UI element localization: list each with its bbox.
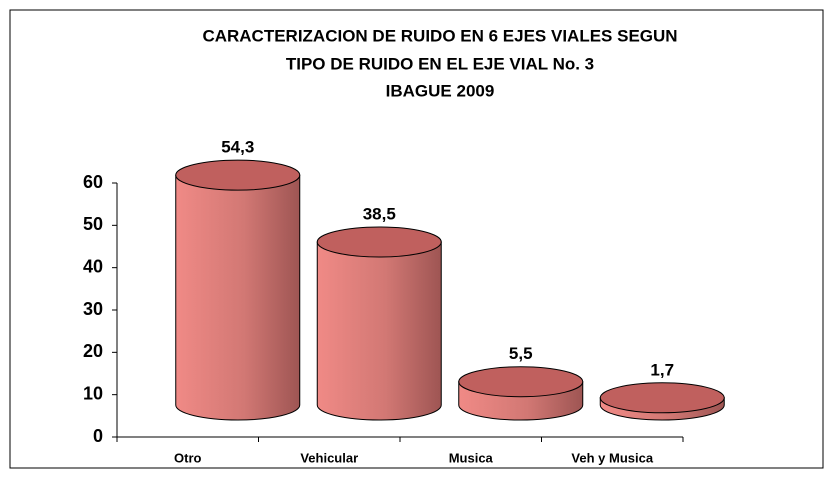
- cylinder-body: [175, 174, 301, 421]
- y-tick-label: 20: [83, 341, 103, 361]
- data-label: 5,5: [509, 344, 533, 363]
- x-tick-label: Otro: [174, 450, 202, 465]
- x-tick-label: Veh y Musica: [571, 450, 653, 465]
- x-tick-label: Musica: [449, 450, 494, 465]
- chart-title: CARACTERIZACION DE RUIDO EN 6 EJES VIALE…: [202, 26, 677, 45]
- cylinder-top: [316, 226, 442, 258]
- cylinder-body: [316, 241, 442, 421]
- y-tick-label: 50: [83, 214, 103, 234]
- chart-title: TIPO DE RUIDO EN EL EJE VIAL No. 3: [286, 54, 594, 73]
- y-tick-label: 60: [83, 172, 103, 192]
- y-tick-label: 10: [83, 383, 103, 403]
- y-tick-label: 30: [83, 299, 103, 319]
- cylinder-top: [175, 159, 301, 191]
- data-label: 54,3: [221, 138, 254, 157]
- y-tick-label: 40: [83, 256, 103, 276]
- data-label: 1,7: [650, 360, 674, 379]
- chart-title: IBAGUE 2009: [386, 81, 495, 100]
- x-tick-label: Vehicular: [300, 450, 358, 465]
- cylinder-top: [599, 382, 725, 414]
- y-tick-label: 0: [93, 426, 103, 446]
- data-label: 38,5: [363, 205, 396, 224]
- cylinder-top: [458, 366, 584, 398]
